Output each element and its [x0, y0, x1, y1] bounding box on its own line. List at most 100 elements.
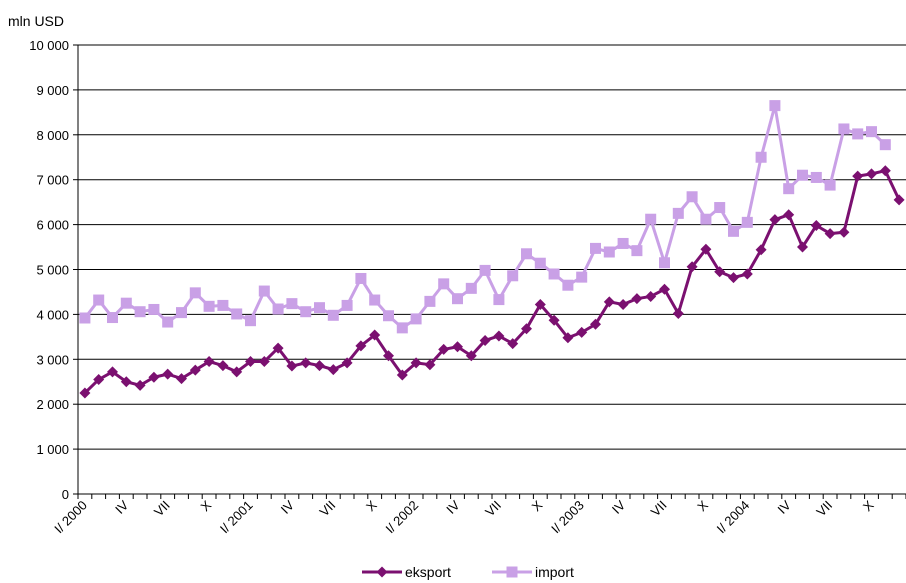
y-tick-label: 2 000	[36, 397, 69, 412]
x-tick-labels: I/ 2000 IV VII X I/ 2001 IV VII X I/ 2002 IV VII X I…	[51, 497, 877, 536]
x-tick-label: VII	[317, 498, 339, 520]
gridlines	[78, 44, 906, 450]
point-import	[189, 287, 201, 299]
point-eksport	[631, 293, 643, 305]
point-eksport	[686, 261, 698, 273]
point-import	[879, 139, 891, 151]
point-eksport	[148, 371, 160, 383]
point-eksport	[783, 209, 795, 221]
point-import	[659, 257, 670, 269]
point-import	[797, 169, 808, 181]
point-eksport	[741, 268, 753, 280]
point-import	[631, 245, 643, 257]
x-tick-label: I/ 2004	[714, 498, 753, 537]
point-import	[245, 315, 256, 327]
point-eksport	[824, 228, 836, 240]
point-import	[700, 213, 712, 225]
y-tick-label: 6 000	[36, 218, 69, 233]
point-eksport	[258, 356, 270, 368]
point-eksport	[410, 357, 422, 369]
point-eksport	[893, 194, 905, 206]
point-import	[286, 298, 298, 310]
series-import	[79, 100, 891, 334]
series-group	[79, 100, 905, 399]
y-tick-label: 7 000	[36, 173, 69, 188]
point-eksport	[176, 373, 187, 385]
point-eksport	[728, 272, 739, 284]
point-import	[590, 242, 601, 254]
legend-item-eksport: eksport	[362, 564, 451, 580]
point-eksport	[424, 359, 436, 371]
point-import	[341, 299, 353, 311]
point-eksport	[245, 356, 256, 368]
point-import	[824, 179, 836, 191]
point-import	[783, 183, 795, 195]
x-tick-label: X	[529, 497, 546, 514]
point-import	[714, 202, 726, 214]
legend-marker	[506, 566, 518, 578]
x-tick-label: VII	[813, 498, 835, 520]
x-tick-label: X	[363, 497, 380, 514]
point-import	[231, 308, 243, 320]
point-import	[686, 191, 698, 203]
point-eksport	[521, 323, 532, 335]
point-eksport	[700, 243, 712, 255]
point-import	[603, 246, 615, 258]
point-eksport	[272, 342, 284, 354]
point-eksport	[603, 296, 615, 308]
point-import	[314, 302, 325, 314]
point-eksport	[396, 369, 408, 381]
legend: eksport import	[362, 564, 574, 580]
point-eksport	[452, 341, 463, 353]
point-eksport	[879, 165, 891, 177]
x-tick-label: IV	[609, 497, 629, 517]
point-eksport	[714, 266, 726, 278]
point-import	[521, 248, 532, 260]
point-eksport	[355, 340, 367, 352]
point-import	[741, 216, 753, 228]
point-eksport	[755, 244, 767, 256]
y-tick-label: 8 000	[36, 128, 69, 143]
x-tick-label: VII	[482, 498, 504, 520]
point-import	[866, 126, 877, 138]
point-eksport	[576, 326, 588, 338]
point-eksport	[672, 308, 684, 320]
point-import	[148, 303, 160, 315]
y-tick-label: 5 000	[36, 263, 69, 278]
x-tick-label: VII	[648, 498, 670, 520]
point-eksport	[203, 356, 215, 368]
point-import	[203, 300, 215, 312]
point-eksport	[852, 170, 864, 182]
point-eksport	[93, 374, 105, 386]
legend-marker	[376, 566, 388, 578]
x-tick-label: X	[197, 497, 214, 514]
point-import	[355, 272, 367, 284]
point-eksport	[659, 283, 670, 295]
point-import	[479, 264, 491, 276]
y-tick-label: 4 000	[36, 307, 69, 322]
point-eksport	[479, 334, 491, 346]
point-eksport	[838, 226, 850, 238]
point-eksport	[810, 219, 822, 231]
point-import	[107, 312, 118, 324]
y-tick-label: 9 000	[36, 83, 69, 98]
point-eksport	[286, 360, 298, 372]
point-eksport	[769, 214, 781, 226]
point-import	[272, 303, 284, 315]
point-import	[645, 213, 657, 225]
point-import	[300, 306, 312, 318]
x-tick-label: IV	[112, 497, 132, 517]
point-import	[452, 293, 463, 305]
point-eksport	[79, 387, 91, 399]
point-eksport	[120, 376, 132, 388]
point-import	[838, 123, 850, 135]
point-import	[769, 100, 781, 112]
legend-label: eksport	[405, 564, 451, 580]
x-tick-label: IV	[775, 497, 795, 517]
y-tick-labels: 0 1 000 2 000 3 000 4 000 5 000 6 000 7 000 8 00…	[29, 38, 69, 502]
point-eksport	[617, 299, 629, 311]
point-import	[465, 282, 477, 294]
point-import	[755, 151, 767, 163]
x-tick-label: I/ 2003	[548, 498, 587, 537]
x-tick-label: I/ 2000	[51, 498, 90, 537]
